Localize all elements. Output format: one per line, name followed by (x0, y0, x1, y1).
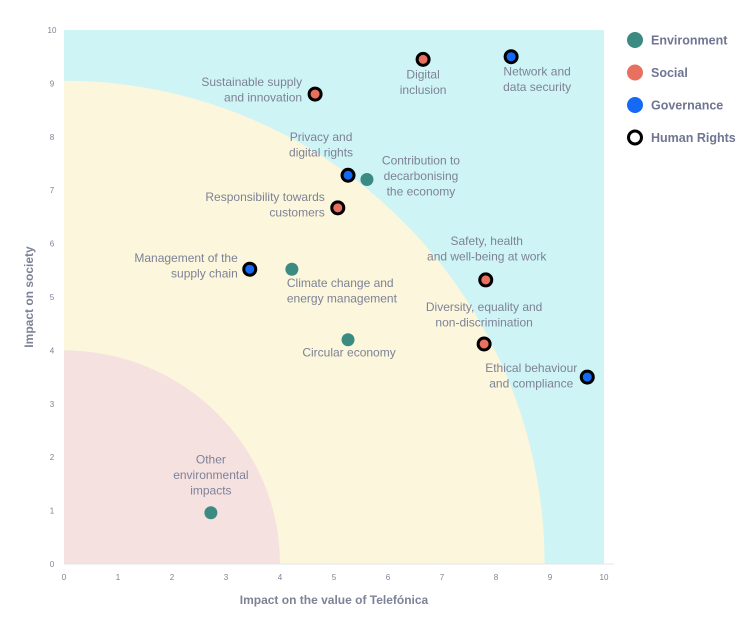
data-point-group: Diversity, equality andnon-discriminatio… (426, 300, 543, 352)
data-point-label: non-discrimination (435, 315, 532, 329)
data-point-group: Circular economy (302, 333, 396, 360)
data-point-label: and compliance (489, 377, 573, 391)
x-tick-label: 9 (548, 573, 553, 582)
y-tick-label: 4 (50, 346, 55, 355)
legend-label: Human Rights (651, 131, 736, 145)
data-point-label: decarbonising (384, 169, 459, 183)
data-point (341, 333, 355, 347)
data-point-label: Circular economy (302, 346, 395, 360)
y-tick-label: 3 (50, 400, 55, 409)
y-tick-label: 8 (50, 133, 55, 142)
legend-label: Environment (651, 34, 728, 48)
data-point-label: Sustainable supply (201, 75, 302, 89)
data-point-label: data security (503, 80, 571, 94)
data-point (360, 173, 374, 187)
data-point (242, 261, 258, 277)
zones (64, 30, 604, 564)
legend-item: Environment (627, 32, 728, 48)
y-tick-label: 6 (50, 240, 55, 249)
legend-label: Governance (651, 99, 723, 113)
data-point-label: Management of the (134, 251, 238, 265)
data-point-label: Digital (406, 67, 439, 81)
legend-label: Social (651, 66, 688, 80)
legend-marker (627, 64, 643, 81)
data-point-label: Diversity, equality and (426, 300, 543, 314)
data-point-group: Management of the supply chain (134, 251, 258, 281)
data-points: Sustainable supply and innovation Digital i… (134, 49, 595, 520)
data-point (579, 369, 595, 385)
legend-marker (627, 129, 643, 146)
data-point (204, 506, 218, 520)
data-point-label: Safety, health (450, 234, 523, 248)
data-point-label: Responsibility towards (205, 190, 324, 204)
data-point-label: customers (269, 205, 324, 219)
x-tick-label: 3 (224, 573, 229, 582)
x-tick-label: 5 (332, 573, 337, 582)
x-axis-label: Impact on the value of Telefónica (240, 593, 429, 607)
legend-item: Human Rights (627, 129, 736, 146)
axes: 0 1 2 3 4 5 6 7 8 9 10 0 1 2 3 4 5 6 7 8 9 10 (48, 26, 614, 582)
x-tick-label: 2 (170, 573, 175, 582)
data-point-label: inclusion (400, 83, 447, 97)
zone-low (64, 350, 280, 564)
legend-marker (627, 32, 643, 48)
y-tick-label: 2 (50, 453, 55, 462)
data-point-label: Privacy and (290, 130, 353, 144)
data-point-label: and innovation (224, 91, 302, 105)
data-point-label: and well-being at work (427, 249, 547, 263)
data-point-label: impacts (190, 484, 231, 498)
x-tick-label: 4 (278, 573, 283, 582)
data-point (476, 336, 492, 352)
data-point-label: energy management (287, 292, 398, 306)
x-tick-label: 1 (116, 573, 121, 582)
data-point-label: environmental (173, 468, 248, 482)
legend-item: Social (627, 64, 688, 81)
x-tick-label: 8 (494, 573, 499, 582)
legend: Environment Social Governance Human Rights (627, 32, 736, 146)
data-point (478, 272, 494, 288)
x-tick-label: 6 (386, 573, 391, 582)
legend-marker (627, 97, 643, 113)
data-point (415, 51, 431, 67)
y-tick-label: 0 (50, 560, 55, 569)
data-point-label: Other (196, 453, 226, 467)
y-tick-label: 7 (50, 186, 55, 195)
y-axis-label: Impact on society (22, 246, 36, 348)
data-point-label: Network and (503, 65, 570, 79)
data-point-label: the economy (387, 185, 456, 199)
data-point-label: Climate change and (287, 276, 394, 290)
legend-item: Governance (627, 97, 723, 113)
data-point-label: supply chain (171, 267, 238, 281)
data-point (307, 86, 323, 102)
data-point-group: Sustainable supply and innovation (201, 75, 323, 105)
x-tick-label: 10 (600, 573, 609, 582)
y-tick-label: 10 (48, 26, 57, 35)
y-tick-label: 1 (50, 507, 55, 516)
data-point-label: Ethical behaviour (485, 361, 577, 375)
data-point-group: Climate change and energy management (285, 262, 398, 306)
y-tick-label: 9 (50, 79, 55, 88)
data-point-group: Ethical behaviour and compliance (485, 361, 595, 391)
data-point-group: Privacy and digital rights (289, 130, 356, 183)
data-point-label: digital rights (289, 146, 353, 160)
y-tick-label: 5 (50, 293, 55, 302)
data-point (340, 167, 356, 183)
data-point-group: Digital inclusion (400, 51, 447, 97)
data-point (503, 49, 519, 65)
x-tick-label: 7 (440, 573, 445, 582)
data-point (330, 200, 346, 216)
x-tick-label: 0 (62, 573, 67, 582)
data-point-label: Contribution to (382, 154, 460, 168)
data-point (285, 262, 299, 276)
